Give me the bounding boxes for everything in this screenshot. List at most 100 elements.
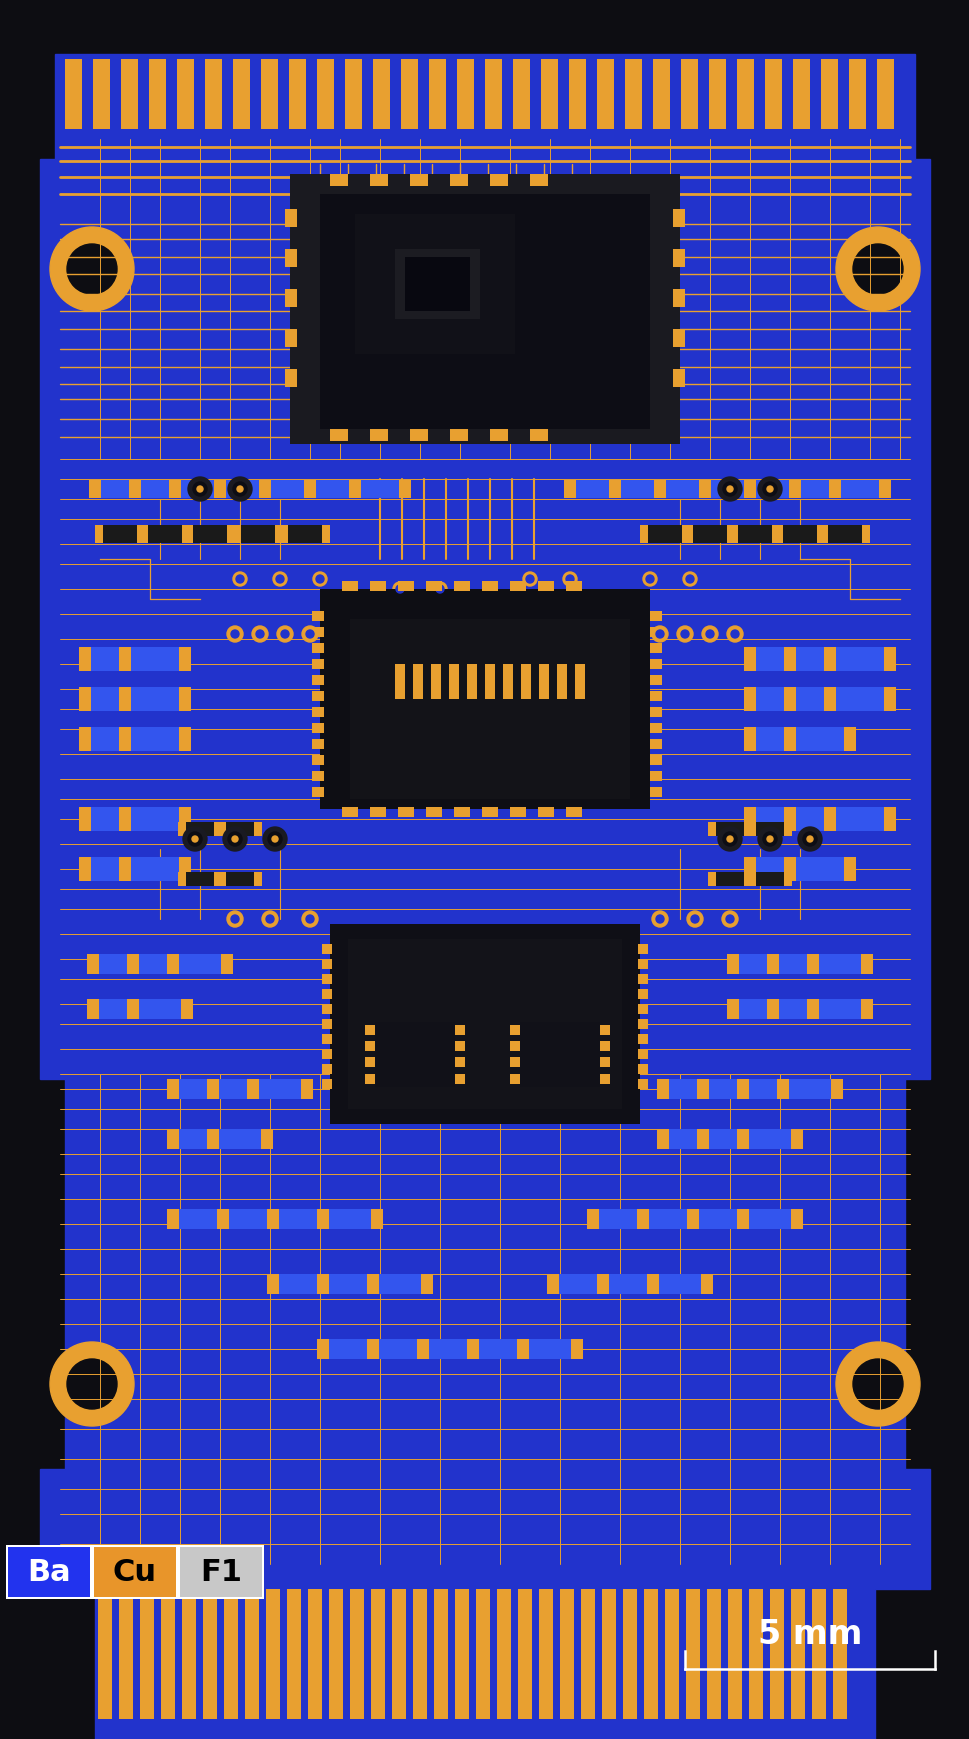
- Circle shape: [276, 576, 284, 584]
- Bar: [496, 1589, 511, 1720]
- Bar: [820, 1000, 832, 1019]
- Bar: [364, 1075, 375, 1085]
- Bar: [641, 1209, 652, 1229]
- Bar: [600, 1075, 610, 1085]
- Bar: [766, 955, 778, 974]
- Bar: [322, 1064, 331, 1075]
- Text: F1: F1: [200, 1558, 241, 1586]
- Bar: [596, 1275, 609, 1294]
- Bar: [91, 647, 139, 671]
- Bar: [726, 1000, 738, 1019]
- Bar: [649, 643, 661, 654]
- Bar: [843, 727, 855, 751]
- Bar: [279, 1275, 321, 1294]
- Bar: [558, 1275, 601, 1294]
- Bar: [322, 1005, 331, 1014]
- Bar: [259, 480, 270, 499]
- Bar: [454, 1042, 464, 1052]
- Bar: [800, 480, 838, 499]
- Bar: [127, 1000, 139, 1019]
- Circle shape: [763, 833, 776, 847]
- Bar: [649, 628, 661, 638]
- Bar: [708, 59, 725, 130]
- Bar: [214, 480, 226, 499]
- Bar: [708, 1129, 750, 1149]
- Circle shape: [726, 836, 733, 842]
- Bar: [328, 1275, 370, 1294]
- Bar: [430, 664, 441, 699]
- Circle shape: [183, 828, 206, 852]
- Circle shape: [566, 576, 574, 584]
- Bar: [140, 525, 148, 544]
- Bar: [707, 873, 715, 887]
- Bar: [600, 1026, 610, 1035]
- Circle shape: [316, 576, 324, 584]
- Bar: [638, 989, 647, 1000]
- Bar: [317, 1275, 328, 1294]
- Bar: [566, 581, 581, 591]
- Bar: [240, 525, 276, 544]
- Bar: [576, 480, 613, 499]
- Bar: [517, 1589, 531, 1720]
- Bar: [91, 727, 139, 751]
- Circle shape: [267, 833, 282, 847]
- Bar: [672, 210, 684, 228]
- Bar: [648, 1209, 690, 1229]
- Bar: [101, 480, 139, 499]
- Bar: [99, 1000, 141, 1019]
- Bar: [364, 1057, 375, 1068]
- Bar: [575, 664, 584, 699]
- Bar: [181, 480, 219, 499]
- Bar: [559, 1589, 574, 1720]
- Bar: [280, 525, 288, 544]
- Bar: [489, 176, 508, 186]
- Bar: [843, 807, 855, 831]
- Bar: [131, 807, 179, 831]
- Bar: [706, 1589, 720, 1720]
- Bar: [219, 480, 231, 499]
- Circle shape: [522, 572, 537, 586]
- Bar: [828, 480, 840, 499]
- Bar: [226, 873, 254, 887]
- Bar: [312, 755, 324, 765]
- Text: Cu: Cu: [112, 1558, 157, 1586]
- Circle shape: [252, 626, 267, 643]
- Circle shape: [731, 631, 738, 638]
- Bar: [650, 1275, 663, 1294]
- Bar: [638, 1035, 647, 1045]
- Circle shape: [835, 1343, 919, 1426]
- Bar: [370, 1209, 383, 1229]
- Circle shape: [797, 828, 821, 852]
- Bar: [261, 1129, 272, 1149]
- Bar: [649, 692, 661, 701]
- Bar: [312, 739, 324, 750]
- Bar: [285, 330, 297, 348]
- Bar: [342, 581, 358, 591]
- Bar: [489, 430, 508, 442]
- Bar: [397, 807, 414, 817]
- Bar: [167, 1129, 179, 1149]
- Bar: [510, 1042, 519, 1052]
- Bar: [466, 1339, 479, 1360]
- Circle shape: [766, 836, 772, 842]
- Circle shape: [233, 483, 247, 497]
- Bar: [685, 1589, 700, 1720]
- Bar: [743, 480, 755, 499]
- Bar: [510, 581, 525, 591]
- Circle shape: [262, 911, 278, 927]
- Bar: [308, 1589, 322, 1720]
- Bar: [329, 176, 348, 186]
- Circle shape: [228, 833, 241, 847]
- Bar: [366, 1275, 379, 1294]
- Circle shape: [655, 631, 664, 638]
- Bar: [218, 873, 226, 887]
- Bar: [270, 480, 309, 499]
- Bar: [609, 1275, 650, 1294]
- Bar: [672, 370, 684, 388]
- Bar: [186, 823, 214, 836]
- Bar: [428, 59, 446, 130]
- Bar: [638, 1049, 647, 1059]
- Bar: [743, 647, 755, 671]
- Circle shape: [67, 245, 117, 296]
- Bar: [221, 1129, 233, 1149]
